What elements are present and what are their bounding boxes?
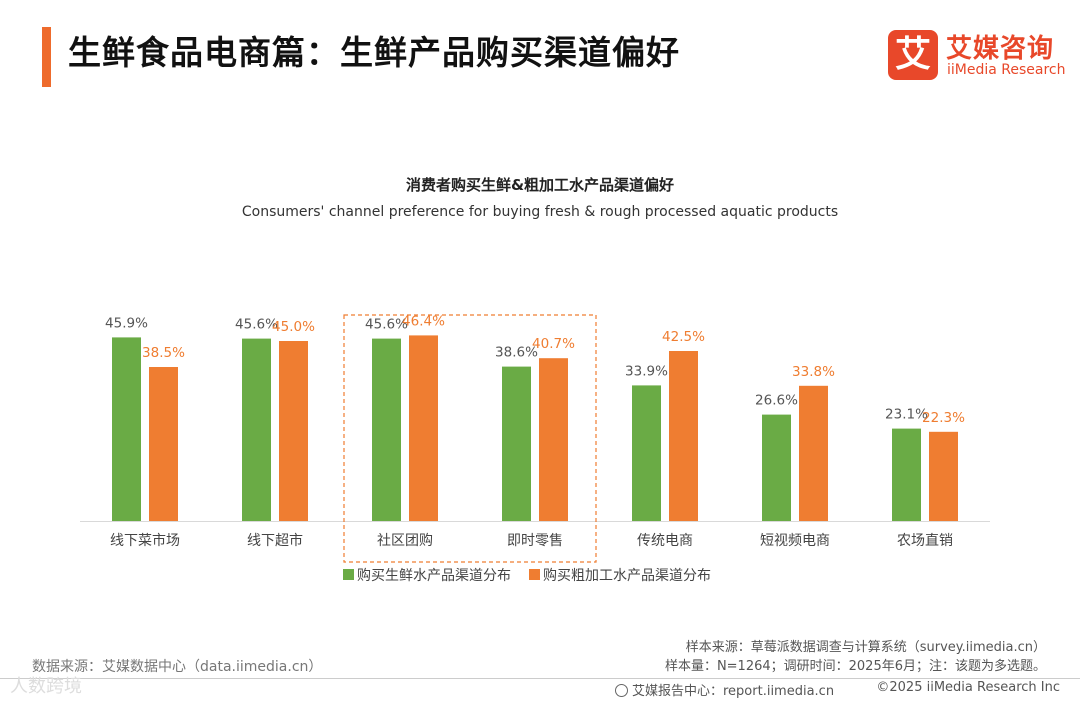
bar-processed: [149, 367, 178, 521]
legend-swatch: [343, 569, 354, 580]
globe-icon: [615, 684, 628, 697]
x-tick-label: 即时零售: [507, 533, 563, 549]
watermark: 人数跨境: [10, 676, 82, 697]
highlight-box: [343, 314, 597, 563]
brand-logo: 艾 艾媒咨询 iiMedia Research: [888, 30, 1068, 86]
page-title: 生鲜食品电商篇：生鲜产品购买渠道偏好: [68, 33, 680, 72]
bar-processed: [929, 431, 958, 521]
data-label: 40.7%: [532, 336, 575, 352]
sample-source-note: 样本来源：草莓派数据调查与计算系统（survey.iimedia.cn）: [685, 640, 1046, 655]
legend-label: 购买生鲜水产品渠道分布: [357, 568, 511, 584]
report-center-link[interactable]: 艾媒报告中心：report.iimedia.cn: [615, 680, 834, 699]
data-label: 45.9%: [105, 315, 148, 331]
chart-title: 消费者购买生鲜&粗加工水产品渠道偏好: [405, 176, 675, 194]
title-accent-bar: [42, 27, 51, 87]
bar-fresh: [242, 338, 271, 521]
bar-processed: [669, 351, 698, 521]
data-label: 45.6%: [235, 317, 278, 333]
sample-info: 样本来源：草莓派数据调查与计算系统（survey.iimedia.cn） 样本量…: [665, 638, 1046, 676]
logo-chinese-name: 艾媒咨询: [946, 34, 1055, 64]
x-tick-label: 线下菜市场: [110, 532, 180, 549]
legend-swatch: [529, 569, 540, 580]
x-tick-label: 农场直销: [897, 532, 953, 549]
data-label: 33.9%: [625, 363, 668, 379]
data-label: 42.5%: [662, 329, 705, 345]
bar-processed: [279, 341, 308, 521]
x-tick-label: 线下超市: [247, 532, 303, 549]
data-label: 38.6%: [495, 345, 538, 361]
x-tick-label: 社区团购: [377, 533, 433, 549]
bar-fresh: [372, 338, 401, 521]
bar-fresh: [892, 428, 921, 521]
logo-mark-icon: 艾: [888, 30, 938, 80]
report-center-text: 艾媒报告中心：report.iimedia.cn: [632, 684, 835, 699]
bar-processed: [539, 358, 568, 521]
data-source-note: 数据来源：艾媒数据中心（data.iimedia.cn）: [32, 659, 323, 675]
bar-fresh: [762, 414, 791, 521]
sample-size-note: 样本量：N=1264；调研时间：2025年6月；注：该题为多选题。: [664, 659, 1046, 674]
bar-processed: [799, 385, 828, 521]
data-label: 22.3%: [922, 410, 965, 426]
legend-label: 购买粗加工水产品渠道分布: [543, 568, 711, 584]
bar-fresh: [632, 385, 661, 521]
bar-fresh: [112, 337, 141, 521]
chart-subtitle: Consumers' channel preference for buying…: [241, 204, 839, 220]
data-label: 46.4%: [402, 313, 445, 329]
bar-processed: [409, 335, 438, 521]
logo-english-name: iiMedia Research: [947, 62, 1066, 78]
x-tick-label: 传统电商: [637, 533, 693, 549]
data-label: 26.6%: [755, 393, 798, 409]
bar-fresh: [502, 366, 531, 521]
data-label: 33.8%: [792, 364, 835, 380]
data-label: 45.6%: [365, 317, 408, 333]
copyright: ©2025 iiMedia Research Inc: [876, 680, 1060, 695]
data-label: 38.5%: [142, 345, 185, 361]
data-label: 23.1%: [885, 407, 928, 423]
x-tick-label: 短视频电商: [760, 533, 830, 549]
data-label: 45.0%: [272, 319, 315, 335]
footer-divider: [0, 678, 1080, 679]
